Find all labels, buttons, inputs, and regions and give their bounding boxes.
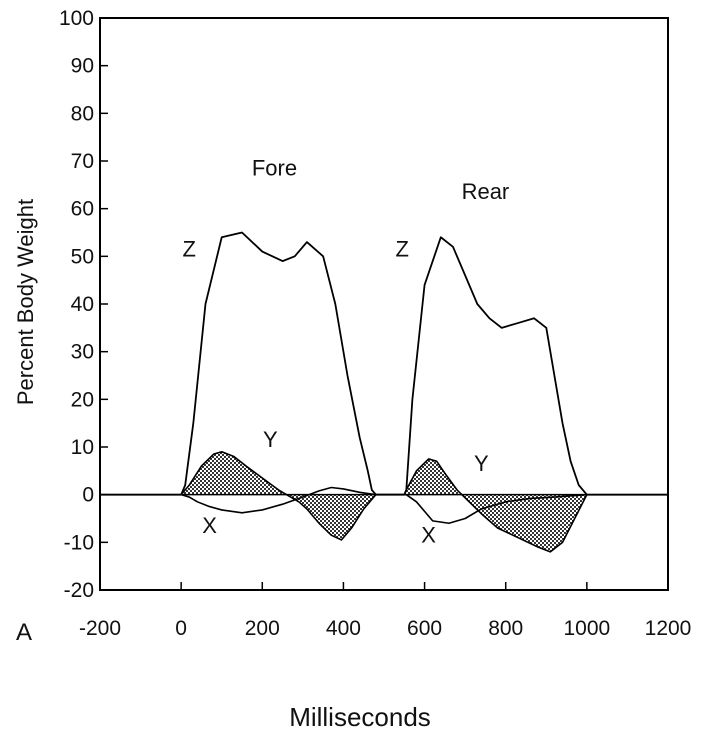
x-tick-label: 600 [407, 617, 442, 640]
annotation-fore: Fore [252, 155, 297, 180]
y-tick-label: 10 [71, 436, 94, 459]
annotation-x: X [421, 522, 436, 547]
x-tick-label: 0 [175, 617, 187, 640]
series-lines [100, 231, 668, 553]
series-line-x [180, 486, 587, 525]
annotation-x: X [202, 513, 217, 538]
y-tick-label: 40 [71, 293, 94, 316]
series-line-z [100, 231, 668, 496]
y-shaded-area [181, 451, 587, 552]
annotation-z: Z [396, 236, 409, 261]
y-tick-label: 100 [59, 7, 94, 30]
x-tick-label: 800 [488, 617, 523, 640]
y-tick-label: 90 [71, 55, 94, 78]
x-tick-label: 1200 [645, 617, 692, 640]
x-tick-label: 1000 [563, 617, 610, 640]
y-tick-label: 20 [71, 388, 94, 411]
y-axis-label: Percent Body Weight [13, 199, 38, 405]
panel-label: A [16, 619, 32, 646]
y-series-fill [181, 451, 587, 552]
y-tick-label: 70 [71, 150, 94, 173]
annotation-z: Z [183, 236, 196, 261]
annotation-y: Y [263, 427, 278, 452]
y-tick-label: 60 [71, 198, 94, 221]
plot-frame [99, 17, 669, 591]
y-tick-label: -20 [64, 579, 94, 602]
x-tick-label: 200 [245, 617, 280, 640]
y-axis-ticks: -20 -10 0 10 20 30 40 50 60 70 80 90 100 [59, 7, 108, 602]
x-axis-ticks: -200 0 200 400 600 800 1000 1200 [79, 582, 691, 640]
y-tick-label: 50 [71, 245, 94, 268]
y-tick-label: 80 [71, 102, 94, 125]
x-tick-label: 400 [326, 617, 361, 640]
y-tick-label: -10 [64, 531, 94, 554]
annotation-rear: Rear [462, 179, 510, 204]
x-tick-label: -200 [79, 617, 121, 640]
y-tick-label: 0 [82, 484, 94, 507]
annotations: Fore Rear Z Z Y Y X X [183, 155, 510, 547]
y-tick-label: 30 [71, 341, 94, 364]
annotation-y: Y [474, 451, 489, 476]
x-axis-label: Milliseconds [289, 702, 431, 732]
